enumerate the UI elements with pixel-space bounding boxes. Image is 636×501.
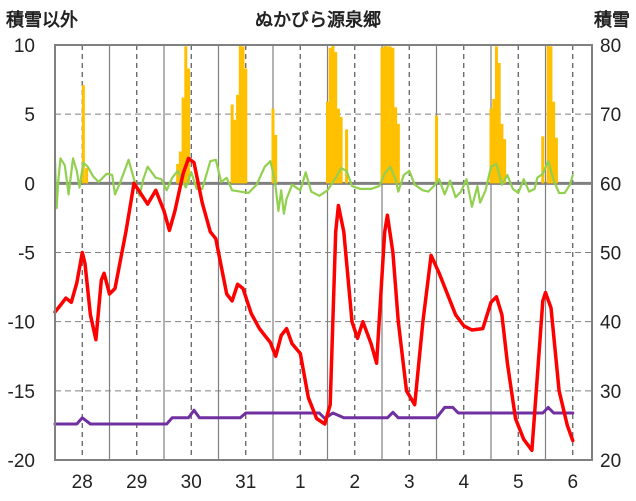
x-tick-label: 6	[567, 472, 578, 493]
precipitation-bar	[492, 98, 496, 184]
y-left-tick-label: -5	[18, 244, 35, 265]
y-left-tick-label: 5	[24, 105, 35, 126]
left-axis-label: 積雪以外	[5, 9, 78, 31]
precipitation-bar	[339, 116, 343, 184]
x-tick-label: 28	[72, 472, 93, 493]
precipitation-bar	[388, 46, 392, 184]
x-tick-label: 1	[295, 472, 306, 493]
y-right-tick-label: 70	[600, 105, 621, 126]
precipitation-bar	[385, 46, 389, 184]
precipitation-bar	[541, 136, 545, 184]
precipitation-bar	[435, 115, 438, 184]
x-tick-label: 5	[513, 472, 524, 493]
x-tick-label: 29	[126, 472, 147, 493]
x-tick-label: 3	[404, 472, 415, 493]
series-lines	[53, 156, 575, 453]
precipitation-bar	[345, 129, 349, 184]
precipitation-bar	[326, 101, 329, 184]
precipitation-bar	[241, 46, 245, 184]
precipitation-bar	[503, 139, 507, 184]
precipitation-bar	[274, 134, 278, 184]
plot-frame	[54, 44, 593, 461]
precipitation-bar	[236, 94, 240, 184]
wind-line	[53, 157, 574, 215]
precipitation-bar	[334, 51, 338, 184]
y-right-tick-label: 80	[600, 36, 621, 57]
precipitation-bar	[552, 101, 556, 184]
precipitation-bar	[549, 46, 553, 184]
precipitation-bar	[546, 45, 550, 184]
temperature-line	[53, 156, 575, 453]
precipitation-bar	[230, 104, 234, 184]
y-right-tick-label: 30	[600, 382, 621, 403]
precipitation-bar	[331, 45, 335, 184]
precipitation-bar	[500, 123, 504, 184]
x-tick-label: 30	[181, 472, 202, 493]
precipitation-bar	[178, 151, 182, 184]
precipitation-bar	[494, 46, 498, 184]
precipitation-bar	[271, 108, 275, 184]
x-tick-label: 4	[458, 472, 469, 493]
y-right-tick-label: 50	[600, 244, 621, 265]
chart-title: ぬかびら源泉郷	[255, 9, 381, 31]
y-left-tick-label: -20	[8, 451, 35, 472]
precipitation-bars	[81, 45, 558, 184]
precipitation-bar	[391, 47, 395, 184]
precipitation-bar	[184, 46, 188, 184]
x-tick-label: 2	[349, 472, 360, 493]
precipitation-bar	[497, 62, 501, 184]
y-left-tick-label: 10	[14, 36, 35, 57]
precipitation-bar	[554, 137, 558, 184]
y-left-tick-label: -10	[8, 313, 35, 334]
right-axis-label: 積雪	[593, 9, 630, 31]
precipitation-bar	[380, 47, 384, 184]
x-tick-label: 31	[235, 472, 256, 493]
plot-border	[54, 44, 593, 461]
precipitation-bar	[244, 68, 248, 184]
precipitation-bar	[336, 108, 340, 184]
precipitation-bar	[394, 107, 398, 184]
precipitation-bar	[85, 168, 89, 184]
precipitation-bar	[233, 119, 237, 184]
precipitation-bar	[328, 47, 332, 184]
y-left-tick-label: 0	[24, 174, 35, 195]
y-right-tick-label: 40	[600, 313, 621, 334]
precipitation-bar	[383, 45, 387, 184]
precipitation-bar	[181, 97, 185, 184]
precipitation-bar	[238, 45, 242, 184]
precipitation-bar	[187, 68, 191, 184]
y-left-tick-label: -15	[8, 382, 35, 403]
precipitation-bar	[396, 123, 400, 184]
y-right-tick-label: 60	[600, 174, 621, 195]
precipitation-bar	[81, 85, 85, 184]
precipitation-bar	[489, 108, 493, 184]
precipitation-bar	[176, 163, 180, 184]
y-right-tick-label: 20	[600, 451, 621, 472]
